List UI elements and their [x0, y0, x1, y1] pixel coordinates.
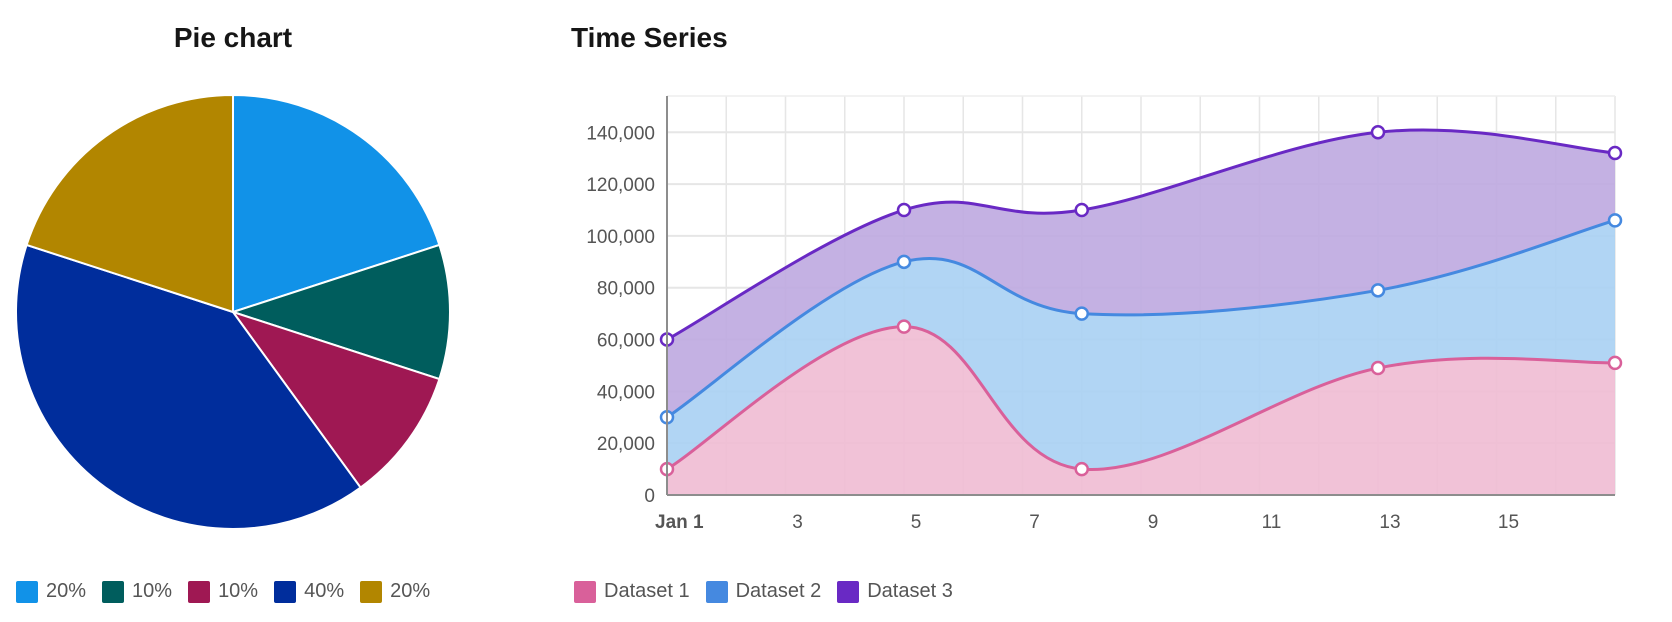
pie-slice-3[interactable]	[15, 243, 362, 530]
data-point[interactable]	[1370, 283, 1386, 298]
x-tick-label: 3	[792, 512, 803, 533]
legend-swatch	[360, 580, 383, 603]
pie-slice-1[interactable]	[229, 243, 451, 381]
legend-label: Dataset 1	[604, 580, 690, 602]
x-tick-label: 15	[1498, 512, 1519, 533]
y-tick-label: 40,000	[597, 382, 655, 403]
area-2	[667, 220, 1615, 470]
pie-chart-title: Pie chart	[173, 22, 293, 53]
pie-legend-item[interactable]: 20%	[360, 580, 430, 603]
data-point[interactable]	[896, 202, 912, 218]
data-point[interactable]	[1370, 125, 1386, 140]
legend-label: 40%	[304, 580, 345, 602]
legend-swatch	[574, 580, 596, 603]
x-tick-label: 11	[1262, 512, 1282, 533]
legend-swatch	[16, 580, 38, 603]
legend-swatch	[705, 580, 728, 603]
pie-legend-item[interactable]: 40%	[274, 580, 344, 603]
legend-label: 20%	[390, 580, 431, 602]
legend-swatch	[837, 580, 860, 603]
y-tick-label: 80,000	[597, 279, 655, 300]
data-point[interactable]	[1074, 202, 1089, 218]
y-tick-label: 0	[644, 486, 655, 507]
y-tick-label: 60,000	[597, 331, 655, 352]
x-tick-label: 7	[1029, 512, 1040, 533]
series-legend-item[interactable]: Dataset 1	[574, 580, 690, 603]
legend-swatch	[274, 580, 297, 603]
pie-legend: 20% 10% 10% 40% 20%	[16, 580, 446, 603]
y-tick-label: 100,000	[586, 227, 655, 248]
legend-label: 10%	[218, 580, 259, 602]
x-tick-label: 13	[1379, 512, 1400, 533]
time-series-legend: Dataset 1 Dataset 2 Dataset 3	[574, 580, 969, 603]
legend-label: 10%	[132, 580, 173, 602]
legend-swatch	[188, 580, 211, 603]
data-point[interactable]	[1607, 145, 1623, 161]
pie-slice-4[interactable]	[25, 93, 234, 314]
x-tick-label: 9	[1148, 512, 1159, 533]
data-point[interactable]	[896, 254, 912, 270]
legend-swatch	[102, 580, 125, 603]
time-series-title: Time Series	[571, 22, 728, 53]
x-tick-label: Jan 1	[655, 512, 704, 533]
data-point[interactable]	[896, 319, 912, 334]
series-legend-item[interactable]: Dataset 2	[705, 580, 822, 603]
legend-label: Dataset 3	[867, 580, 953, 602]
legend-label: Dataset 2	[735, 580, 822, 602]
pie-legend-item[interactable]: 10%	[188, 580, 258, 603]
y-tick-label: 140,000	[586, 123, 655, 144]
data-point[interactable]	[1370, 360, 1386, 376]
pie-slice-2[interactable]	[230, 310, 441, 489]
data-point[interactable]	[1074, 461, 1089, 477]
y-tick-label: 120,000	[586, 175, 655, 196]
pie-legend-item[interactable]: 10%	[102, 580, 172, 603]
series-legend-item[interactable]: Dataset 3	[837, 580, 953, 603]
pie-legend-item[interactable]: 20%	[16, 580, 86, 603]
y-tick-label: 20,000	[597, 434, 655, 455]
data-point[interactable]	[1607, 355, 1623, 371]
legend-label: 20%	[46, 580, 87, 602]
data-point[interactable]	[1607, 213, 1623, 228]
data-point[interactable]	[1074, 306, 1089, 321]
x-tick-label: 5	[911, 512, 922, 533]
pie-slice-0[interactable]	[232, 93, 441, 314]
area-3	[667, 129, 1615, 418]
